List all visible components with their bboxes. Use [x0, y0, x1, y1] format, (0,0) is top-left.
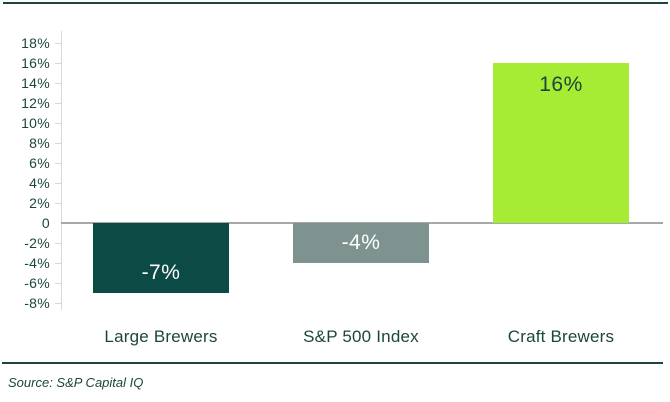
y-tick-mark	[55, 123, 61, 124]
y-tick-label: 18%	[21, 35, 50, 51]
y-tick-mark	[55, 43, 61, 44]
y-tick-label: -4%	[24, 255, 50, 271]
y-tick-label: 8%	[29, 135, 50, 151]
source-note: Source: S&P Capital IQ	[8, 375, 144, 390]
y-tick-mark	[55, 163, 61, 164]
y-tick-mark	[55, 263, 61, 264]
y-tick-label: 10%	[21, 115, 50, 131]
y-tick-mark	[55, 243, 61, 244]
bar-craft-brewers: 16%	[493, 63, 629, 223]
y-tick-label: 6%	[29, 155, 50, 171]
figure-top-border	[3, 2, 668, 4]
y-tick-label: 4%	[29, 175, 50, 191]
category-label-large-brewers: Large Brewers	[104, 327, 218, 346]
y-tick-label: -6%	[24, 275, 50, 291]
footer-separator-line	[2, 362, 663, 364]
y-axis-line	[61, 31, 62, 310]
bar-value-label: -4%	[341, 231, 381, 254]
y-tick-mark	[55, 143, 61, 144]
bar-value-label: 16%	[539, 73, 583, 96]
y-tick-label: 2%	[29, 195, 50, 211]
bar-value-label: -7%	[141, 261, 181, 284]
y-tick-label: 12%	[21, 95, 50, 111]
y-tick-label: -8%	[24, 295, 50, 311]
category-label-s-p-500-index: S&P 500 Index	[303, 327, 419, 346]
bar-large-brewers: -7%	[93, 223, 229, 293]
y-tick-mark	[55, 83, 61, 84]
y-tick-mark	[55, 303, 61, 304]
y-tick-label: -2%	[24, 235, 50, 251]
y-tick-label: 14%	[21, 75, 50, 91]
y-tick-mark	[55, 63, 61, 64]
category-label-craft-brewers: Craft Brewers	[507, 327, 615, 346]
y-tick-label: 16%	[21, 55, 50, 71]
y-tick-mark	[55, 283, 61, 284]
y-tick-label: 0	[41, 215, 50, 231]
y-tick-mark	[55, 183, 61, 184]
y-tick-mark	[55, 203, 61, 204]
y-tick-mark	[55, 103, 61, 104]
bar-s-p-500-index: -4%	[293, 223, 429, 263]
